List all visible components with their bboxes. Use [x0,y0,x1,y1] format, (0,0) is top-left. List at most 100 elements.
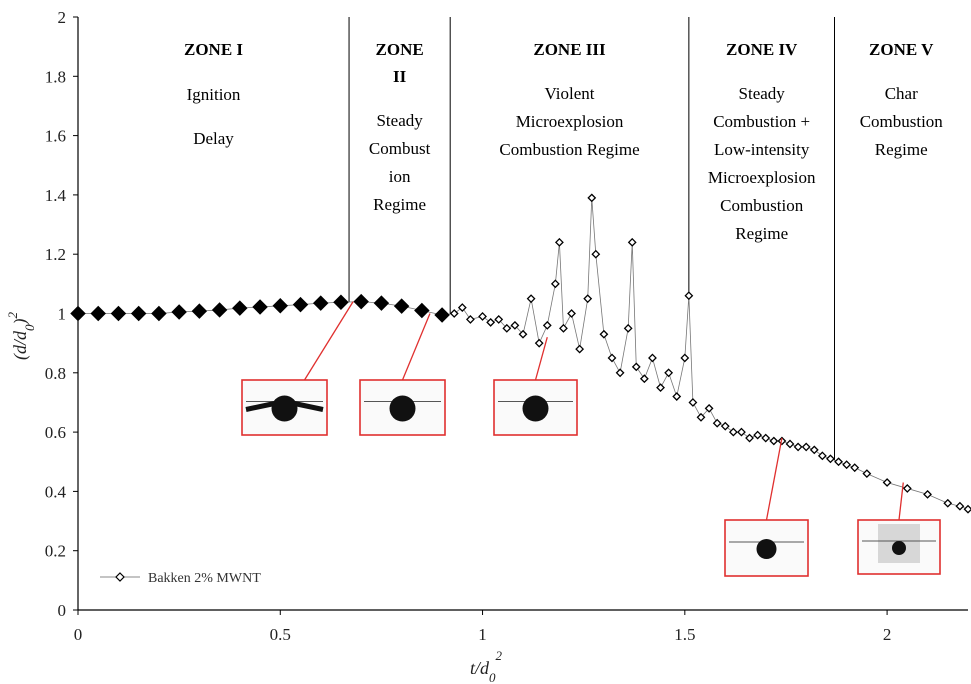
zone-description-line: Regime [373,195,426,214]
x-axis-label: t/d02 [470,648,503,684]
data-point [963,504,971,514]
data-point [672,392,682,401]
x-tick-label: 2 [883,625,892,644]
y-axis-label: (d/d0)2 [5,312,37,361]
zone-description-line: Combustion [720,196,804,215]
axes: 0 0.2 0.4 0.6 0.8 1 1.2 1.4 1.6 1.8 2 0 0.5 1 1.5 2 [45,8,968,644]
data-point [902,484,912,493]
zone-description-line: Delay [193,129,234,148]
data-point [684,291,694,301]
zone-divider-lines [348,17,835,461]
x-tick-label: 1 [478,625,487,644]
zone-description-line: Combustion Regime [499,140,639,159]
zone-description-line: Microexplosion [708,168,816,187]
zone-description-line: ion [389,167,411,186]
data-point [110,305,127,322]
data-point [171,304,187,320]
zone-description-line: Ignition [187,85,241,104]
data-point [534,338,544,348]
droplet [892,541,906,555]
inset-zone-1 [241,301,354,436]
data-point [737,427,746,437]
data-point [720,421,730,431]
data-point [232,300,248,316]
data-point [809,445,819,455]
data-point [712,418,722,428]
data-point [526,294,536,304]
data-point [761,433,771,443]
data-point [826,454,835,464]
data-point [850,463,860,473]
data-point [656,383,665,393]
inset-zone-2 [359,313,446,436]
data-point [510,320,520,330]
zone-title: ZONE V [869,40,934,59]
data-point [252,299,268,315]
y-tick-label: 0.6 [45,423,66,442]
data-point [753,430,763,440]
data-point [817,451,827,461]
zone-title: II [393,67,407,86]
inset-zone-5 [857,482,941,575]
y-tick-label: 1.6 [45,127,66,146]
inset-images [241,301,941,577]
data-point [211,302,228,318]
inset-zone-3 [493,337,578,436]
data-point [801,442,811,452]
data-point [615,368,625,378]
inset-pointer-line [898,482,904,521]
zone-description-line: Steady [376,111,423,130]
y-tick-label: 0 [58,601,67,620]
droplet [522,395,549,422]
zone-labels: ZONE IIgnitionDelayZONEIISteadyCombustio… [184,40,943,243]
data-point [607,353,617,363]
data-point [591,249,601,259]
data-point [502,323,512,333]
data-point [486,317,496,327]
y-tick-label: 0.8 [45,364,66,383]
inset-pointer-line [534,337,548,381]
data-point [559,323,568,333]
data-point [393,298,410,314]
data-point [769,436,779,446]
x-tick-label: 0.5 [270,625,291,644]
data-point [842,460,852,470]
legend-label: Bakken 2% MWNT [148,571,261,586]
data-point [648,353,657,363]
data-point [583,294,593,304]
droplet-arm [245,401,276,412]
droplet [389,395,416,422]
data-point [882,478,892,487]
data-point [955,501,965,511]
zone-description-line: Regime [735,224,788,243]
zone-title: ZONE III [533,40,606,59]
legend: Bakken 2% MWNT [100,571,261,586]
data-point [449,309,459,318]
inset-zone-4 [724,437,809,577]
data-point [465,315,475,324]
data-point [434,307,450,323]
y-tick-label: 1.2 [45,245,66,264]
droplet-arm [293,401,324,412]
data-point [494,315,504,324]
y-tick-label: 1.8 [45,67,66,86]
data-point [664,368,674,378]
data-point [550,279,560,289]
data-point [696,412,706,422]
zone-title: ZONE I [184,40,243,59]
data-point [554,237,564,247]
data-point [567,309,576,318]
y-tick-label: 1 [58,305,67,324]
x-tick-label: 0 [74,625,83,644]
data-point [943,498,953,508]
data-point [292,296,309,313]
data-point [627,237,637,247]
data-series [70,193,971,514]
data-point [333,294,349,310]
data-point [688,398,698,407]
zone-description-line: Regime [875,140,928,159]
data-point [457,303,467,312]
data-point [745,433,754,443]
y-tick-label: 1.4 [45,186,67,205]
